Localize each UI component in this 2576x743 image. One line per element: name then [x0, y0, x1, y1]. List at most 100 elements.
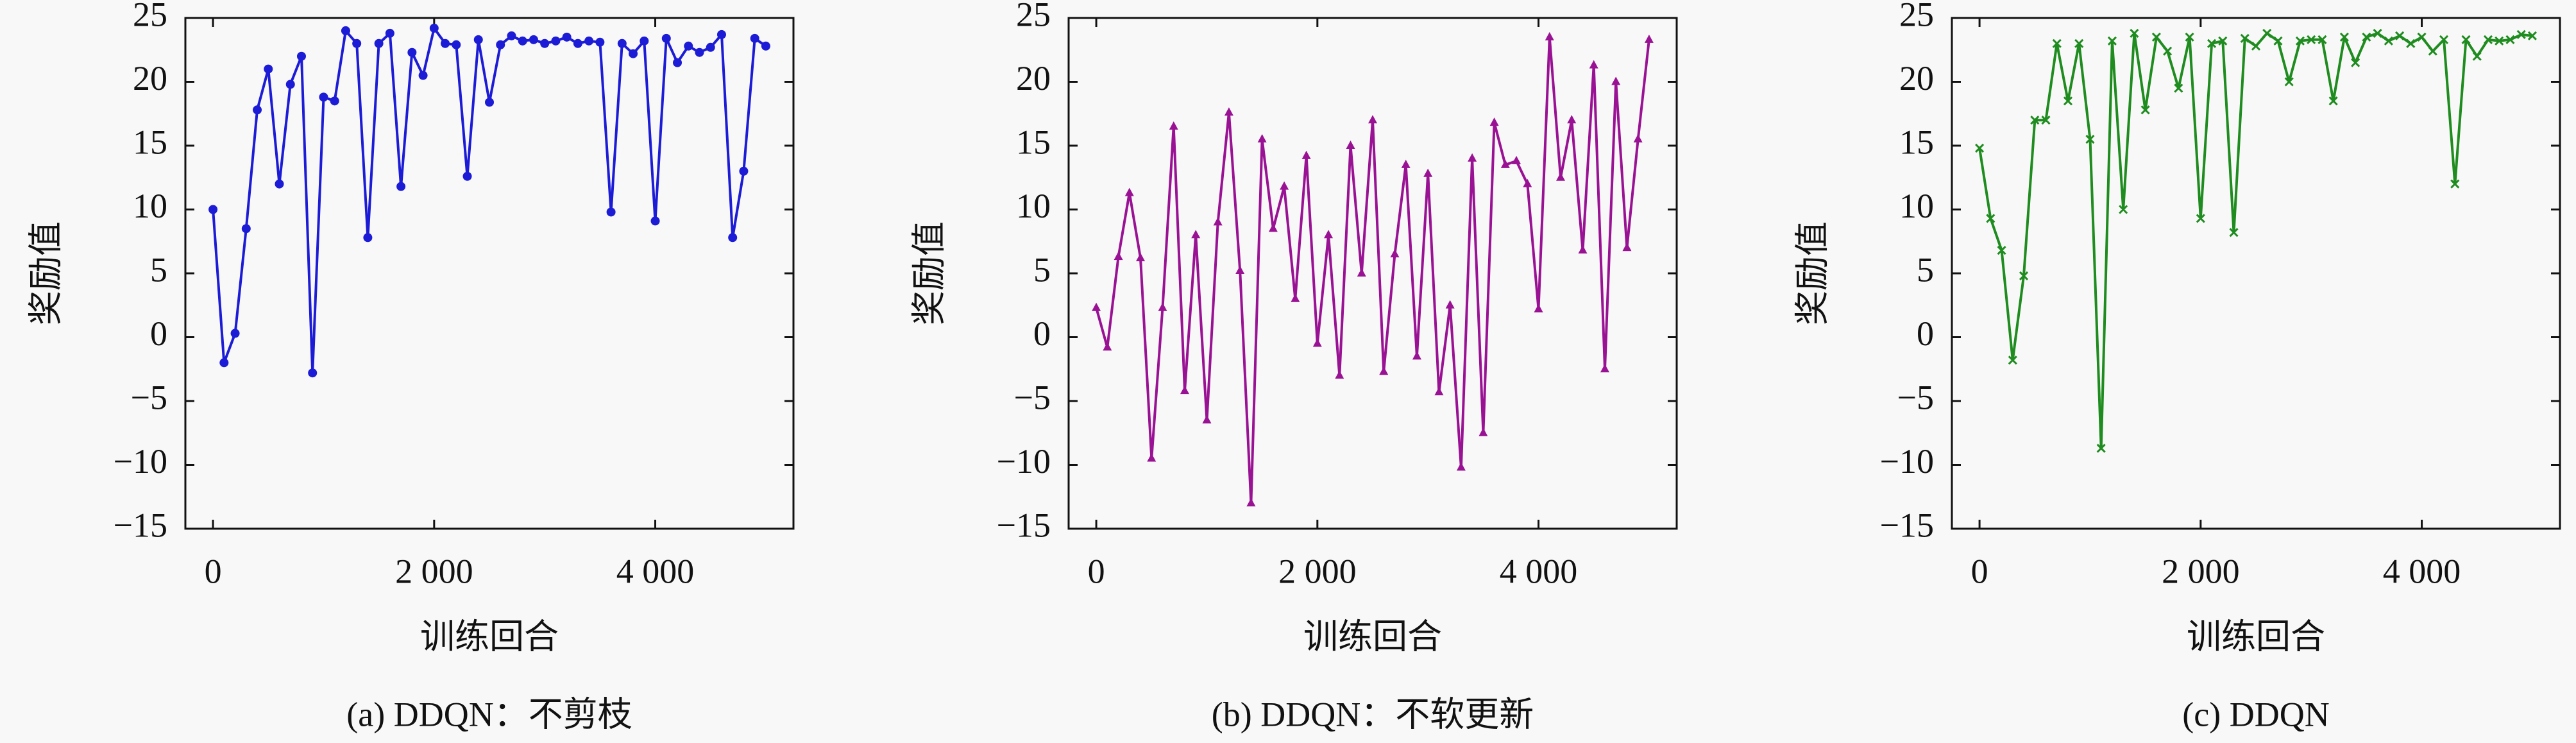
- data-point: [2351, 58, 2360, 67]
- data-point: [407, 47, 417, 57]
- data-point: [1235, 266, 1245, 275]
- data-point: [595, 37, 605, 47]
- data-point: [684, 41, 693, 51]
- data-point: [2240, 33, 2250, 43]
- chart-title: (a) DDQN：不剪枝: [346, 695, 632, 733]
- data-point: [2472, 51, 2482, 61]
- data-point: [2251, 41, 2261, 51]
- data-point: [1622, 243, 1632, 252]
- data-point: [2505, 35, 2515, 44]
- data-line: [1978, 31, 2533, 450]
- data-point: [750, 33, 759, 43]
- data-point: [2030, 115, 2040, 125]
- data-point: [1390, 249, 1400, 258]
- chart-title: (b) DDQN：不软更新: [1212, 695, 1534, 733]
- data-point: [2119, 205, 2128, 214]
- y-tick-label: 5: [1917, 250, 1934, 289]
- y-tick-label: 20: [1899, 59, 1934, 98]
- data-point: [385, 28, 394, 38]
- data-point: [2307, 35, 2316, 44]
- chart-panel: −15 −10 −5 0 5 10 15 20 25 0 2 000 4 000 训练回合 奖励值 (a) …: [26, 0, 795, 733]
- data-point: [518, 36, 527, 46]
- y-axis-label: 奖励值: [910, 221, 948, 325]
- data-point: [2483, 35, 2493, 44]
- data-point: [728, 233, 738, 243]
- x-axis-label: 训练回合: [2187, 617, 2325, 656]
- data-point: [650, 216, 660, 226]
- data-point: [2362, 32, 2371, 42]
- data-point: [496, 40, 505, 49]
- y-tick-label: −5: [131, 378, 167, 416]
- x-tick-label: 2 000: [1278, 552, 1357, 590]
- data-point: [761, 41, 770, 51]
- y-tick-label: 10: [133, 187, 167, 225]
- y-tick-label: 15: [133, 123, 167, 161]
- y-tick-label: −10: [114, 442, 167, 481]
- data-point: [418, 71, 428, 80]
- data-point: [573, 38, 582, 48]
- data-point: [1600, 364, 1609, 373]
- data-point: [285, 80, 295, 89]
- y-tick-label: −10: [1880, 442, 1934, 481]
- data-point: [330, 96, 339, 106]
- data-point: [462, 171, 472, 181]
- y-tick-label: 5: [150, 250, 167, 289]
- data-point: [1589, 60, 1598, 69]
- data-point: [1291, 293, 1300, 302]
- data-point: [352, 38, 362, 48]
- data-point: [1301, 150, 1311, 159]
- data-point: [629, 49, 638, 58]
- data-point: [1534, 303, 1543, 312]
- data-point: [1423, 168, 1433, 177]
- data-point: [1268, 223, 1278, 232]
- data-point: [673, 58, 682, 67]
- data-point: [1280, 181, 1289, 190]
- data-point: [1644, 34, 1654, 43]
- data-point: [2450, 179, 2460, 189]
- y-tick-label: 0: [150, 314, 167, 353]
- data-point: [341, 26, 350, 35]
- data-point: [2295, 36, 2305, 46]
- data-point: [1468, 153, 1477, 162]
- data-point: [2207, 38, 2217, 48]
- data-point: [2140, 105, 2150, 115]
- data-point: [562, 32, 572, 42]
- data-point: [319, 92, 328, 102]
- data-point: [452, 40, 461, 49]
- data-point: [1202, 414, 1212, 423]
- y-tick-label: 0: [1033, 314, 1051, 353]
- data-point: [1633, 134, 1643, 143]
- data-point: [1357, 268, 1366, 277]
- data-point: [1368, 115, 1377, 124]
- data-point: [1103, 342, 1112, 351]
- data-point: [2417, 32, 2427, 42]
- x-tick-label: 2 000: [395, 552, 473, 590]
- data-point: [1257, 134, 1267, 143]
- y-tick-label: 25: [133, 0, 167, 33]
- data-point: [1975, 143, 1985, 153]
- data-point: [2516, 30, 2526, 39]
- data-point: [485, 98, 494, 107]
- data-point: [551, 36, 561, 46]
- data-point: [2428, 46, 2437, 56]
- data-point: [429, 23, 439, 33]
- data-point: [1997, 246, 2006, 255]
- data-point: [1445, 300, 1455, 309]
- data-point: [584, 36, 594, 46]
- data-point: [441, 38, 450, 48]
- data-point: [2174, 83, 2183, 93]
- data-point: [264, 64, 273, 74]
- x-tick-label: 0: [1088, 552, 1105, 590]
- data-point: [2284, 77, 2294, 87]
- data-point: [1191, 230, 1201, 239]
- data-point: [1500, 159, 1510, 168]
- data-point: [253, 105, 262, 115]
- data-point: [1512, 155, 1521, 164]
- data-point: [2262, 28, 2272, 38]
- data-point: [2163, 46, 2173, 56]
- data-point: [1346, 141, 1355, 149]
- data-point: [1556, 172, 1566, 181]
- data-point: [2096, 443, 2106, 453]
- data-point: [2085, 134, 2095, 144]
